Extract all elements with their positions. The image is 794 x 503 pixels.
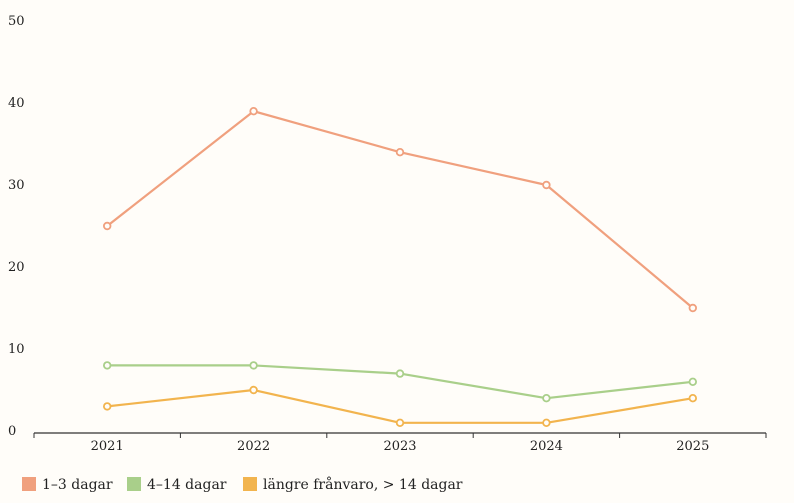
- x-tick-label: 2024: [530, 439, 563, 454]
- legend-label: 1–3 dagar: [42, 477, 113, 493]
- legend-swatch: [22, 477, 36, 491]
- x-tick-label: 2025: [676, 439, 709, 454]
- data-point: [249, 385, 258, 395]
- legend-swatch: [127, 477, 141, 491]
- series-layer: [102, 106, 697, 427]
- data-point: [688, 377, 697, 386]
- series-1: [102, 106, 697, 313]
- legend-item: längre frånvaro, > 14 dagar: [243, 476, 463, 493]
- legend-label: 4–14 dagar: [147, 477, 227, 493]
- y-tick-label: 0: [8, 424, 16, 439]
- data-point: [395, 418, 405, 427]
- legend: 1–3 dagar 4–14 dagar längre frånvaro, > 14…: [22, 476, 463, 493]
- y-tick-label: 20: [8, 260, 25, 275]
- y-tick-label: 30: [8, 178, 25, 193]
- y-tick-label: 10: [8, 342, 25, 357]
- y-tick-label: 40: [8, 96, 25, 111]
- data-point: [395, 147, 405, 157]
- legend-item: 1–3 dagar: [22, 477, 113, 493]
- legend-item: 4–14 dagar: [127, 477, 227, 493]
- series-2: [102, 361, 697, 403]
- y-axis-ticks: 0 10 20 30 40 50: [8, 14, 25, 439]
- series-line: [106, 388, 694, 424]
- x-tick-label: 2023: [383, 439, 416, 454]
- legend-label: längre frånvaro, > 14 dagar: [263, 476, 463, 493]
- x-axis: 2021 2022 2023 2024 2025: [33, 432, 767, 454]
- series-line: [106, 110, 694, 310]
- data-point: [102, 221, 112, 231]
- y-tick-label: 50: [8, 14, 25, 29]
- data-point: [249, 361, 258, 370]
- data-point: [395, 369, 405, 378]
- data-point: [249, 106, 258, 116]
- series-3: [102, 385, 697, 427]
- x-tick-label: 2021: [91, 439, 124, 454]
- data-point: [542, 418, 551, 427]
- data-point: [542, 180, 551, 190]
- data-point: [102, 361, 112, 370]
- x-tick-label: 2022: [237, 439, 270, 454]
- data-point: [542, 394, 551, 403]
- legend-swatch: [243, 477, 257, 491]
- data-point: [102, 402, 112, 411]
- data-point: [688, 394, 697, 403]
- data-point: [688, 303, 697, 313]
